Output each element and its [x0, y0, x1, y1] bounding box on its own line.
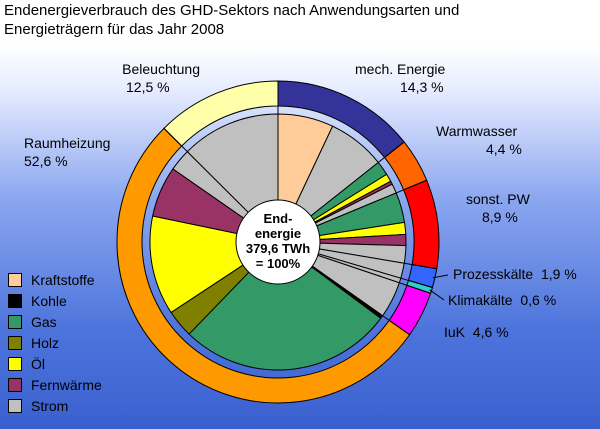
label-raumheizung: Raumheizung [24, 135, 111, 151]
legend-item-kraftstoffe: Kraftstoffe [8, 270, 102, 289]
legend-label: Kraftstoffe [31, 271, 95, 288]
legend-swatch [8, 314, 22, 329]
outer-slice-raumheizung [116, 127, 411, 404]
group-boundary-line [400, 277, 433, 288]
callout-leaders [429, 274, 449, 301]
inner-slice-raumheizung-gas [188, 241, 382, 371]
outer-ring [116, 80, 440, 404]
value-sonst-pw: 8,9 % [482, 209, 518, 225]
center-label-line: = 100% [256, 256, 301, 271]
center-label-line: 379,6 TWh [246, 241, 310, 256]
label-mech-energie: mech. Energie [355, 61, 446, 77]
legend-item-strom: Strom [8, 396, 102, 415]
value-klimakaelte: 0,6 % [520, 292, 557, 308]
callout-beleuchtung: Beleuchtung 12,5 % [104, 60, 200, 96]
legend-item-gas: Gas [8, 312, 102, 331]
legend-item-kohle: Kohle [8, 291, 102, 310]
legend-swatch [8, 356, 22, 371]
value-iuk: 4,6 % [472, 324, 509, 340]
callout-sonst-pw: sonst. PW 8,9 % [466, 190, 530, 226]
legend-label: Kohle [31, 292, 67, 309]
legend-item-fernwaerme: Fernwärme [8, 375, 102, 394]
label-warmwasser: Warmwasser [436, 123, 518, 139]
legend-label: Holz [31, 334, 60, 351]
label-prozesskaelte: Prozesskälte [453, 266, 534, 282]
group-boundary-line [382, 315, 410, 336]
center-label-line: End- [264, 211, 293, 226]
legend-label: Öl [31, 355, 45, 372]
legend-swatch [8, 377, 22, 392]
group-boundary-line [163, 127, 188, 152]
ring-separators [163, 81, 437, 336]
label-klimakaelte: Klimakälte [448, 292, 513, 308]
group-boundary-line [399, 282, 431, 294]
callout-warmwasser: Warmwasser 4,4 % [436, 122, 522, 158]
label-iuk: IuK [444, 324, 466, 340]
group-boundary-line [396, 179, 427, 194]
leader-line-prozesskaelte [432, 274, 449, 279]
legend-swatch [8, 398, 22, 413]
legend-label: Fernwärme [31, 376, 102, 393]
value-mech-energie: 14,3 % [400, 79, 444, 95]
callout-prozesskaelte: Prozesskälte 1,9 % [453, 265, 577, 283]
group-boundary-line [377, 141, 405, 163]
chart-title: Endenergieverbrauch des GHD-Sektors nach… [4, 2, 460, 38]
legend-swatch [8, 293, 22, 308]
outer-slice-sonst-pw [402, 179, 440, 270]
value-raumheizung: 52,6 % [24, 153, 68, 169]
value-beleuchtung: 12,5 % [126, 79, 170, 95]
legend-item-oel: Öl [8, 354, 102, 373]
value-warmwasser: 4,4 % [486, 141, 522, 157]
callout-mech-energie: mech. Energie 14,3 % [355, 60, 445, 96]
legend-item-holz: Holz [8, 333, 102, 352]
value-prozesskaelte: 1,9 % [540, 266, 577, 282]
center-label-line: energie [255, 226, 301, 241]
legend-label: Gas [31, 313, 57, 330]
legend: Kraftstoffe Kohle Gas Holz Öl Fernwärme … [8, 270, 102, 417]
callout-iuk: IuK 4,6 % [444, 323, 509, 341]
legend-swatch [8, 272, 22, 287]
label-beleuchtung: Beleuchtung [122, 61, 200, 77]
legend-label: Strom [31, 397, 69, 414]
legend-swatch [8, 335, 22, 350]
leader-line-klimakaelte [429, 289, 445, 301]
callout-raumheizung: Raumheizung 52,6 % [24, 134, 110, 170]
center-disc [235, 199, 321, 285]
callout-klimakaelte: Klimakälte 0,6 % [448, 291, 556, 309]
group-boundary-line [404, 262, 437, 270]
label-sonst-pw: sonst. PW [466, 191, 530, 207]
